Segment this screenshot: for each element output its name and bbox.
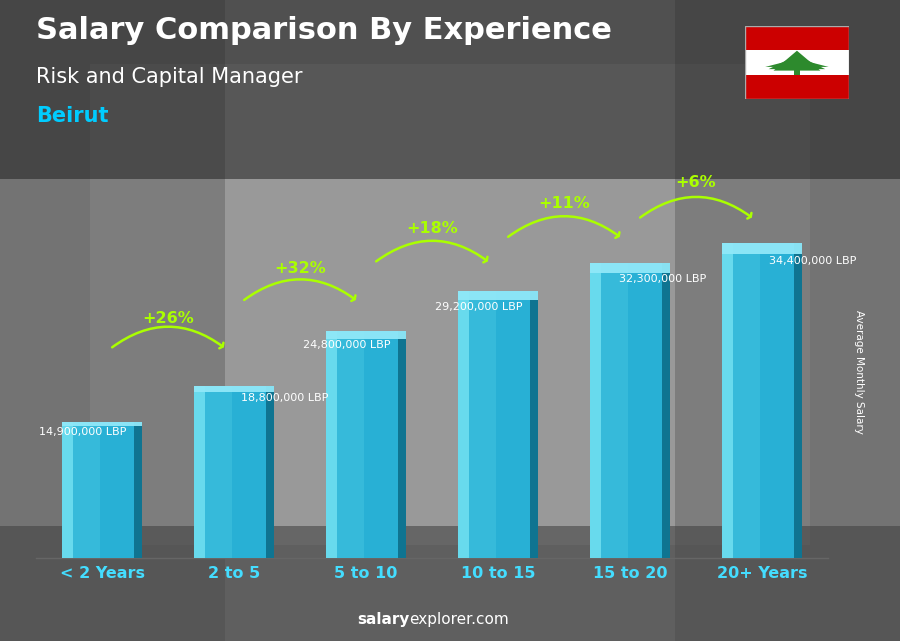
Bar [590,263,670,273]
Bar [745,26,849,49]
Bar [794,244,802,558]
Text: +11%: +11% [538,196,590,210]
Bar [458,291,537,300]
Text: +6%: +6% [676,176,716,190]
Bar [134,422,141,558]
Bar [327,331,406,339]
Polygon shape [765,59,829,67]
Bar [62,422,141,426]
Text: Risk and Capital Manager: Risk and Capital Manager [36,67,302,87]
Bar [90,64,810,545]
Bar [723,244,733,558]
Text: 18,800,000 LBP: 18,800,000 LBP [240,393,328,403]
Bar [0,0,225,641]
Text: Average Monthly Salary: Average Monthly Salary [854,310,865,434]
Text: Salary Comparison By Experience: Salary Comparison By Experience [36,16,612,45]
Bar [458,291,469,558]
Bar [723,244,802,558]
Bar [194,386,204,558]
Text: +26%: +26% [142,311,194,326]
Bar [0,526,900,641]
Text: 24,800,000 LBP: 24,800,000 LBP [302,340,390,350]
Text: Beirut: Beirut [36,106,109,126]
Text: 29,200,000 LBP: 29,200,000 LBP [435,302,522,312]
Polygon shape [769,55,825,69]
Bar [458,291,537,558]
Bar [194,386,274,558]
Bar [590,263,600,558]
Polygon shape [773,51,821,71]
Text: +18%: +18% [406,221,458,236]
Bar [327,331,406,558]
Bar [745,49,849,76]
Bar [398,331,406,558]
Bar [745,76,849,99]
Bar [600,263,628,558]
Bar [204,386,232,558]
Text: 14,900,000 LBP: 14,900,000 LBP [39,427,126,437]
Bar [194,386,274,392]
Text: explorer.com: explorer.com [410,612,509,627]
Bar [73,422,101,558]
Bar [337,331,365,558]
Bar [794,69,800,76]
Bar [62,422,73,558]
Bar [662,263,670,558]
Bar [590,263,670,558]
Bar [62,422,141,558]
Bar [266,386,274,558]
Bar [469,291,497,558]
Text: 32,300,000 LBP: 32,300,000 LBP [619,274,706,285]
Bar [0,0,900,179]
Text: +32%: +32% [274,262,326,276]
Bar [675,0,900,641]
Bar [723,244,802,254]
Text: 34,400,000 LBP: 34,400,000 LBP [769,256,856,266]
Bar [327,331,337,558]
Bar [733,244,760,558]
Bar [530,291,537,558]
Text: salary: salary [357,612,410,627]
